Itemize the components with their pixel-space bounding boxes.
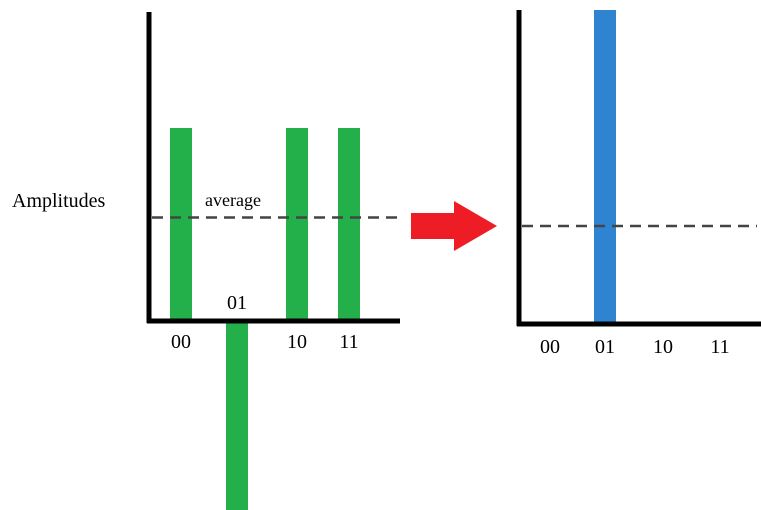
bar-10 (286, 128, 308, 321)
x-tick-10: 10 (287, 331, 307, 353)
average-label: average (205, 190, 261, 210)
chart-before: Amplitudes 00 01 10 11 average (12, 12, 402, 510)
x-tick-11: 11 (710, 336, 729, 358)
x-tick-00: 00 (171, 331, 191, 353)
x-tick-01: 01 (595, 336, 615, 358)
bar-01 (594, 10, 616, 322)
bar-01 (226, 321, 248, 510)
y-axis-label: Amplitudes (12, 190, 106, 212)
x-tick-11: 11 (339, 331, 358, 353)
bar-00 (170, 128, 192, 321)
x-tick-01: 01 (227, 292, 247, 314)
bar-11 (338, 128, 360, 321)
x-tick-labels-before: 00 01 10 11 (171, 292, 359, 353)
bars-before (170, 128, 360, 510)
bars-after (594, 10, 616, 322)
chart-after: 00 01 10 11 (516, 10, 761, 358)
red-right-arrow-icon (411, 201, 497, 251)
x-tick-00: 00 (540, 336, 560, 358)
x-tick-labels-after: 00 01 10 11 (540, 336, 730, 358)
x-tick-10: 10 (653, 336, 673, 358)
